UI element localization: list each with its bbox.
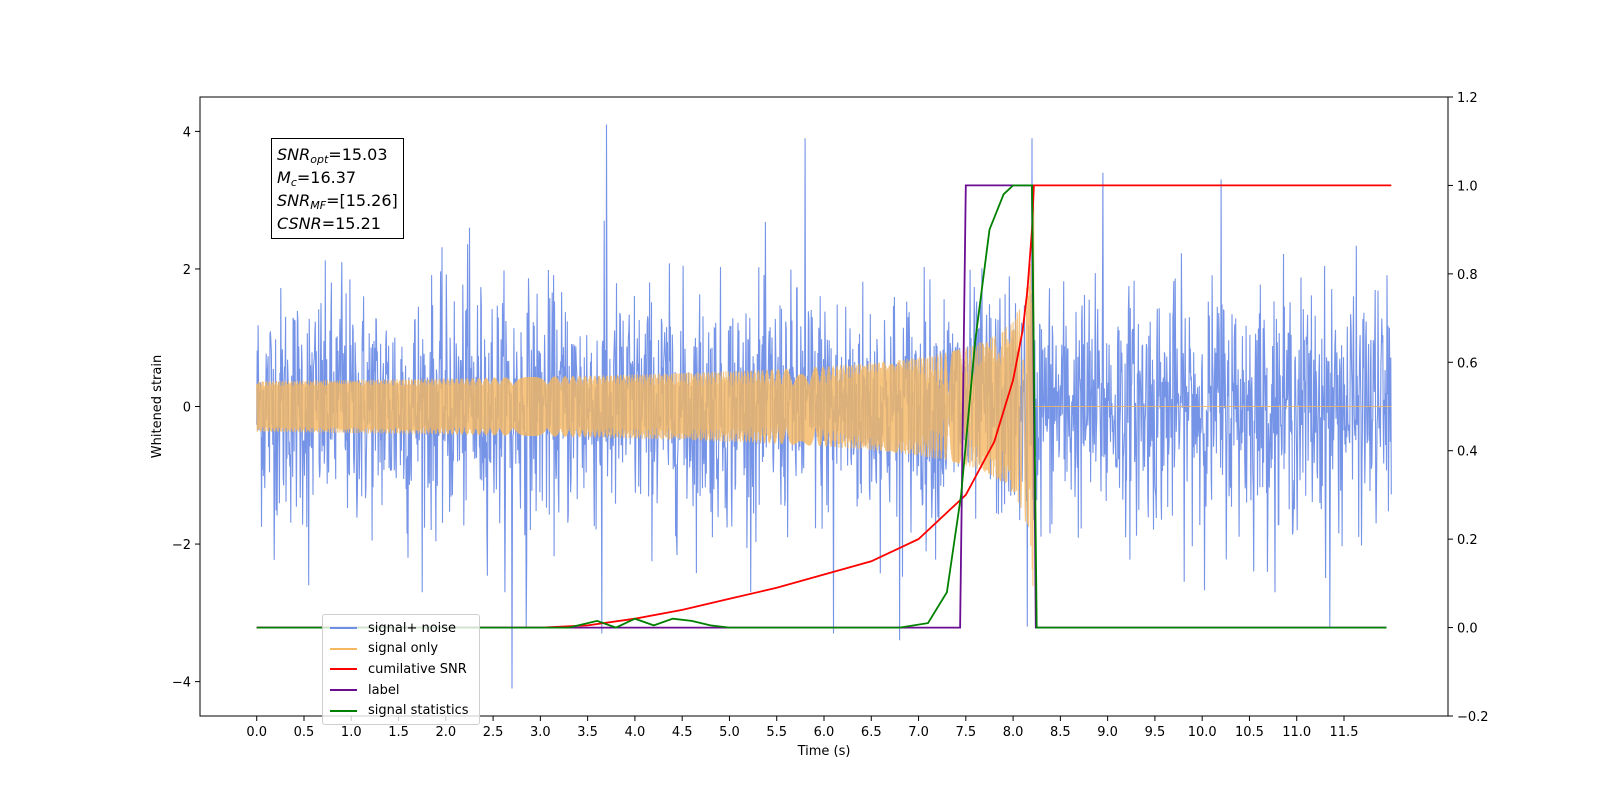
series-signal-statistics xyxy=(256,184,1387,629)
x-tick-label: 9.0 xyxy=(1097,725,1118,740)
legend: signal+ noise signal only cumilative SNR… xyxy=(322,614,480,725)
series-cumulative-snr xyxy=(256,184,1392,629)
x-tick-label: 7.5 xyxy=(955,725,976,740)
x-tick-label: 1.0 xyxy=(341,725,362,740)
y-left-tick-label: −2 xyxy=(172,538,191,553)
y-left-tick-label: −4 xyxy=(172,676,191,691)
legend-item-cumulative-snr: cumilative SNR xyxy=(323,659,479,680)
annotation-csnr: CSNR=15.21 xyxy=(277,214,381,233)
x-tick-label: 0.0 xyxy=(246,725,267,740)
legend-item-label: label xyxy=(323,680,479,701)
legend-label: label xyxy=(368,682,400,698)
legend-swatch xyxy=(330,689,357,692)
x-tick-label: 0.5 xyxy=(294,725,315,740)
x-tick-label: 2.5 xyxy=(483,725,504,740)
legend-label: cumilative SNR xyxy=(368,661,467,677)
y-left-tick-label: 0 xyxy=(183,401,191,416)
legend-label: signal only xyxy=(368,641,439,657)
legend-item-signal-noise: signal+ noise xyxy=(323,618,479,639)
annotation-mc: Mc=16.37 xyxy=(277,168,357,189)
legend-swatch xyxy=(330,668,357,671)
y-axis-label: Whitened strain xyxy=(150,355,165,458)
x-tick-label: 10.5 xyxy=(1235,725,1264,740)
x-axis-label: Time (s) xyxy=(797,744,851,759)
legend-swatch xyxy=(330,627,357,630)
x-tick-label: 6.0 xyxy=(814,725,835,740)
y-right-tick-label: 1.0 xyxy=(1457,179,1478,194)
x-tick-label: 3.5 xyxy=(577,725,598,740)
y-left-tick-label: 4 xyxy=(183,125,191,140)
snr-annotation-box: SNRopt=15.03 Mc=16.37 SNRMF=[15.26] CSNR… xyxy=(271,138,404,239)
annotation-snr-opt: SNRopt=15.03 xyxy=(277,145,388,166)
legend-swatch xyxy=(330,709,357,712)
x-tick-label: 4.0 xyxy=(625,725,646,740)
y-right-tick-label: 0.4 xyxy=(1457,445,1478,460)
x-tick-label: 3.0 xyxy=(530,725,551,740)
x-tick-label: 5.5 xyxy=(766,725,787,740)
x-tick-label: 1.5 xyxy=(388,725,409,740)
legend-swatch xyxy=(330,647,357,650)
x-tick-label: 5.0 xyxy=(719,725,740,740)
x-tick-label: 11.5 xyxy=(1330,725,1359,740)
x-tick-label: 8.5 xyxy=(1050,725,1071,740)
y-right-tick-label: −0.2 xyxy=(1457,710,1489,725)
x-tick-label: 9.5 xyxy=(1145,725,1166,740)
x-tick-label: 10.0 xyxy=(1188,725,1217,740)
y-left-tick-label: 2 xyxy=(183,263,191,278)
legend-item-signal-statistics: signal statistics xyxy=(323,700,479,721)
x-tick-label: 4.5 xyxy=(672,725,693,740)
annotation-snr-mf: SNRMF=[15.26] xyxy=(277,191,398,212)
series-signal-only xyxy=(256,205,1392,587)
x-tick-label: 6.5 xyxy=(861,725,882,740)
y-right-tick-label: 1.2 xyxy=(1457,91,1478,106)
y-right-tick-label: 0.2 xyxy=(1457,533,1478,548)
x-tick-label: 11.0 xyxy=(1282,725,1311,740)
x-tick-label: 8.0 xyxy=(1003,725,1024,740)
legend-label: signal+ noise xyxy=(368,620,457,636)
x-tick-label: 2.0 xyxy=(435,725,456,740)
x-tick-label: 7.0 xyxy=(908,725,929,740)
legend-item-signal-only: signal only xyxy=(323,639,479,660)
legend-label: signal statistics xyxy=(368,703,469,719)
y-right-tick-label: 0.6 xyxy=(1457,356,1478,371)
y-right-tick-label: 0.8 xyxy=(1457,268,1478,283)
y-right-tick-label: 0.0 xyxy=(1457,622,1478,637)
